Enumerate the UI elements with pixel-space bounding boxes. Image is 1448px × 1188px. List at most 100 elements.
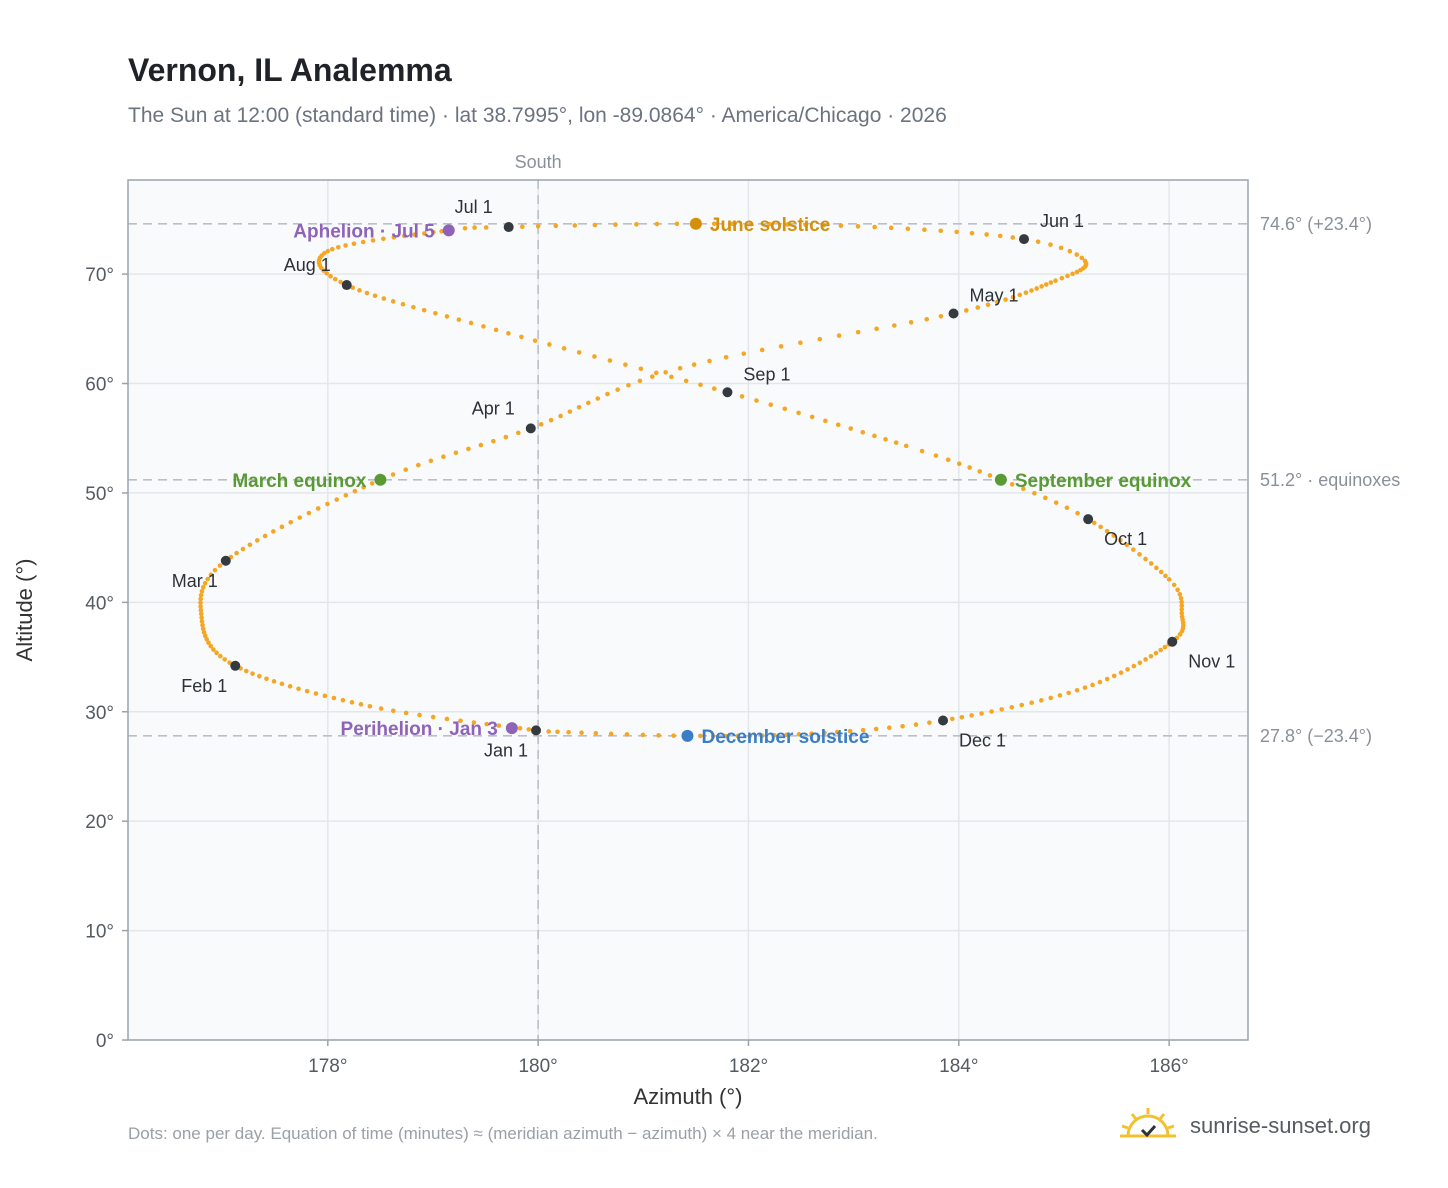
daily-dot (905, 226, 911, 232)
daily-dot (1154, 565, 1159, 571)
daily-dot (919, 448, 925, 454)
daily-dot (1048, 242, 1053, 247)
daily-dot (201, 629, 207, 635)
daily-dot (1162, 644, 1168, 650)
daily-dot (637, 378, 643, 384)
month-marker (341, 280, 352, 291)
daily-dot (847, 728, 853, 734)
daily-dot (576, 350, 582, 355)
daily-dot (200, 584, 206, 590)
daily-dot (613, 222, 618, 227)
month-marker-label: Aug 1 (284, 255, 331, 275)
daily-dot (421, 307, 427, 313)
event-marker (994, 473, 1007, 486)
daily-dot (202, 580, 208, 586)
daily-dot (975, 305, 981, 310)
daily-dot (296, 686, 301, 692)
daily-dot (1079, 255, 1085, 261)
daily-dot (959, 714, 965, 720)
chart-subtitle: The Sun at 12:00 (standard time) · lat 3… (128, 104, 947, 127)
daily-dot (747, 733, 753, 739)
daily-dot (677, 365, 683, 371)
daily-dot (496, 723, 502, 728)
daily-dot (1177, 591, 1183, 597)
reference-line-label: 27.8° (−23.4°) (1260, 726, 1372, 746)
daily-dot (949, 716, 955, 722)
daily-dot (1175, 587, 1180, 593)
daily-dot (626, 382, 631, 388)
daily-dot (997, 233, 1003, 239)
daily-dot (1179, 607, 1184, 612)
daily-dot (431, 229, 436, 235)
event-markers: June solstice Aphelion · Jul 5 March equin… (232, 215, 1191, 748)
daily-dot (1148, 561, 1154, 566)
daily-dot (1058, 245, 1064, 251)
daily-dot (358, 702, 364, 707)
daily-dot (199, 615, 204, 620)
y-tick-label: 40° (85, 593, 114, 614)
daily-dot (1118, 670, 1124, 675)
x-tick-label: 178° (308, 1056, 347, 1077)
daily-dot (503, 434, 509, 440)
daily-dot (1166, 577, 1172, 582)
daily-dot (691, 362, 697, 367)
daily-dot (360, 239, 366, 245)
daily-dot (403, 467, 409, 472)
daily-dots (198, 221, 1186, 739)
daily-dot (1179, 603, 1185, 609)
daily-dot (984, 232, 989, 237)
y-tick-label: 60° (85, 375, 114, 396)
daily-dot (796, 410, 801, 416)
daily-dot (592, 354, 597, 359)
daily-dot (472, 225, 477, 230)
daily-dot (332, 276, 338, 282)
daily-dot (785, 222, 790, 227)
daily-dot (933, 453, 939, 458)
daily-dot (963, 308, 969, 313)
daily-dot (821, 222, 826, 228)
daily-dot (1090, 682, 1095, 688)
month-marker-label: May 1 (970, 285, 1019, 305)
daily-dot (411, 304, 416, 310)
daily-dot (350, 285, 356, 290)
daily-dot (338, 279, 343, 285)
daily-dot (1064, 505, 1070, 511)
daily-dot (1163, 573, 1168, 579)
daily-dot (1118, 537, 1123, 543)
daily-dot (1039, 284, 1044, 289)
daily-dot (834, 729, 840, 735)
daily-dot (202, 633, 208, 639)
reference-line-label: 51.2° · equinoxes (1260, 470, 1400, 490)
axis-ticks: 178° 180° 182° 184° 186° 0° 10° 20° 30° 40° 50° 60°… (85, 265, 1189, 1077)
daily-dot (351, 241, 357, 247)
daily-dot (903, 443, 909, 449)
daily-dot (390, 299, 396, 304)
daily-dot (329, 246, 335, 252)
daily-dot (908, 320, 914, 325)
daily-dot (217, 563, 223, 568)
daily-dot (927, 720, 932, 725)
daily-dot (198, 607, 204, 613)
daily-dot (546, 729, 551, 734)
daily-dot (1017, 292, 1023, 298)
event-marker (689, 217, 702, 230)
daily-dot (328, 273, 333, 279)
daily-dot (1074, 252, 1080, 257)
daily-dot (484, 721, 490, 727)
daily-dot (809, 731, 814, 736)
daily-dot (809, 414, 815, 420)
daily-dot (391, 708, 396, 714)
daily-dot (572, 223, 578, 228)
month-marker-label: Dec 1 (959, 731, 1006, 751)
daily-dot (1009, 704, 1015, 710)
event-marker (505, 722, 518, 735)
daily-dot (548, 417, 554, 423)
daily-dot (1104, 676, 1110, 682)
daily-dot (1124, 542, 1130, 548)
daily-dot (381, 296, 387, 301)
daily-dot (561, 346, 567, 351)
daily-dot (938, 228, 944, 234)
daily-dot (593, 730, 599, 736)
daily-dot (835, 422, 841, 428)
brand[interactable]: sunrise-sunset.org (1120, 1104, 1371, 1148)
